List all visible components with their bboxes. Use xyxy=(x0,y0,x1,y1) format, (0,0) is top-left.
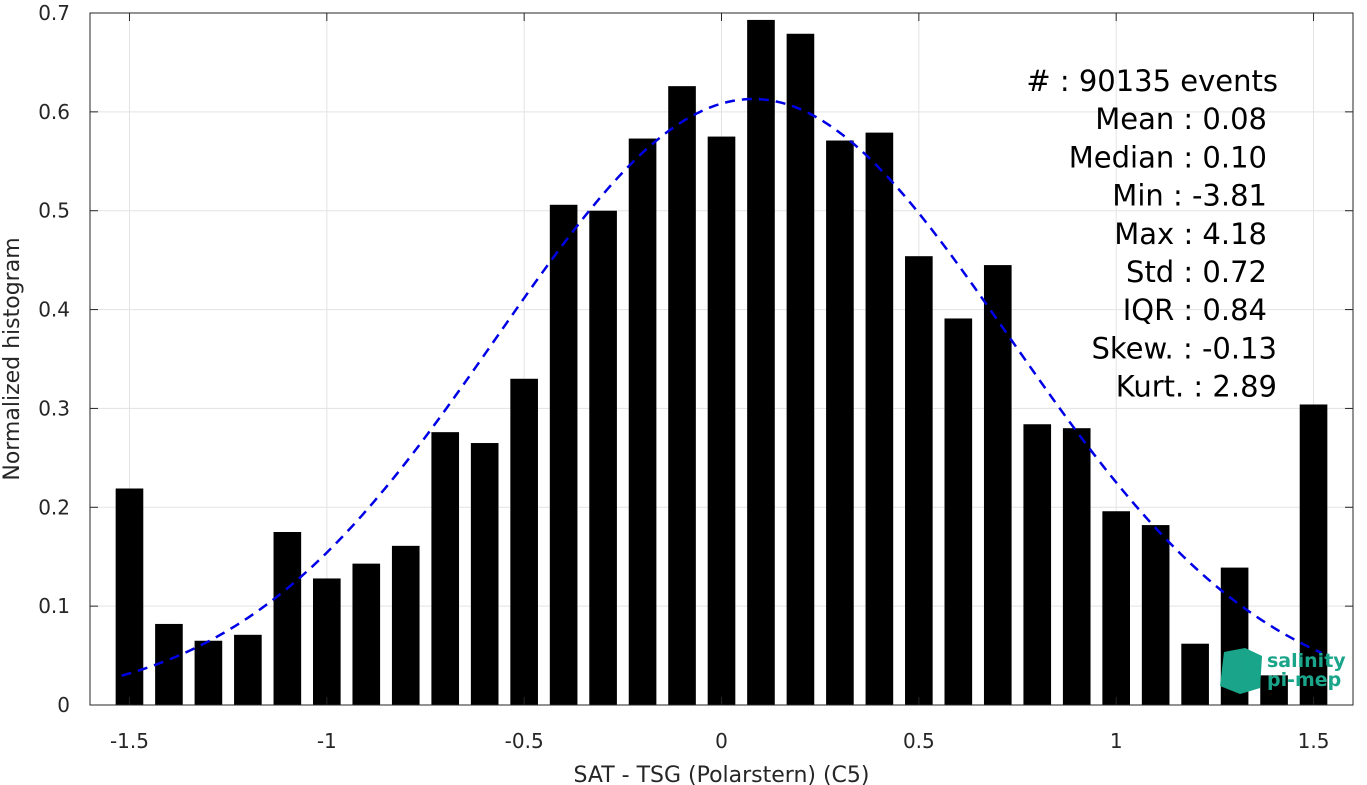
histogram-bar xyxy=(510,378,538,705)
axis-ticks xyxy=(90,12,1353,706)
histogram-bar xyxy=(1141,525,1170,705)
histogram-bar xyxy=(1260,675,1288,705)
histogram-bar xyxy=(865,132,894,706)
y-axis-label: Normalized histogram xyxy=(0,237,25,480)
x-tick-label: 1.5 xyxy=(1298,729,1330,753)
histogram-bar xyxy=(786,33,815,705)
stat-line: Max : 4.18 xyxy=(1114,217,1267,251)
stat-line: # : 90135 events xyxy=(1026,64,1278,98)
histogram-bar xyxy=(194,640,223,705)
histogram-bar xyxy=(826,140,854,706)
y-tick-label: 0.6 xyxy=(38,100,70,124)
gaussian-fit-curve xyxy=(121,97,1322,677)
histogram-bar xyxy=(628,138,657,705)
x-tick-label: -0.5 xyxy=(505,729,544,753)
histogram-bar xyxy=(944,318,973,705)
histogram-bar xyxy=(1062,428,1091,705)
y-tick-labels: 0 0.1 0.2 0.3 0.4 0.5 0.6 0.7 xyxy=(38,1,70,717)
histogram-bar xyxy=(589,210,617,705)
y-tick-label: 0.2 xyxy=(38,495,70,519)
stat-line: Kurt. : 2.89 xyxy=(1116,370,1277,404)
histogram-bar xyxy=(747,19,775,706)
histogram-bar xyxy=(115,488,144,705)
histogram-bar xyxy=(470,443,499,705)
y-tick-label: 0.1 xyxy=(38,594,70,618)
stat-line: Median : 0.10 xyxy=(1069,140,1267,174)
statistics-annotation: # : 90135 events Mean : 0.08 Median : 0.10… xyxy=(1026,64,1278,404)
histogram-bar xyxy=(905,256,933,705)
x-tick-label: 0.5 xyxy=(903,729,935,753)
histogram-bar xyxy=(1023,424,1052,705)
stat-line: IQR : 0.84 xyxy=(1123,293,1267,327)
stat-line: Min : -3.81 xyxy=(1112,179,1267,213)
y-tick-label: 0.4 xyxy=(38,298,70,322)
stat-line: Mean : 0.08 xyxy=(1095,102,1267,136)
histogram-bar xyxy=(707,136,736,706)
y-tick-label: 0.3 xyxy=(38,396,70,420)
x-tick-labels: -1.5 -1 -0.5 0 0.5 1 1.5 xyxy=(110,729,1329,753)
histogram-bar xyxy=(668,86,696,705)
histogram-bar xyxy=(352,563,381,705)
stat-line: Std : 0.72 xyxy=(1126,255,1267,289)
logo-cube-shade xyxy=(1240,648,1262,694)
histogram-bar xyxy=(234,634,262,705)
x-tick-label: -1.5 xyxy=(110,729,149,753)
y-tick-label: 0.7 xyxy=(38,1,70,25)
y-tick-label: 0.5 xyxy=(38,199,70,223)
histogram-bar xyxy=(391,545,420,705)
logo-text-salinity: salinity xyxy=(1267,650,1346,672)
x-tick-label: 0 xyxy=(715,729,728,753)
histogram-bars xyxy=(115,19,1328,706)
histogram-bar xyxy=(549,204,578,706)
x-tick-label: -1 xyxy=(317,729,337,753)
logo-text-pi-mep: pi-mep xyxy=(1267,669,1341,691)
histogram-bar xyxy=(1299,404,1328,705)
x-axis-label: SAT - TSG (Polarstern) (C5) xyxy=(573,763,869,785)
histogram-bar xyxy=(312,578,341,705)
histogram-bar xyxy=(1181,643,1209,705)
x-tick-label: 1 xyxy=(1110,729,1123,753)
histogram-bar xyxy=(1102,511,1131,705)
salinity-pi-mep-logo: salinity pi-mep xyxy=(1220,648,1346,694)
histogram-bar xyxy=(983,265,1012,705)
histogram-bar xyxy=(431,432,460,705)
histogram-bar xyxy=(273,532,302,705)
stat-line: Skew. : -0.13 xyxy=(1091,331,1277,365)
y-tick-label: 0 xyxy=(57,693,70,717)
